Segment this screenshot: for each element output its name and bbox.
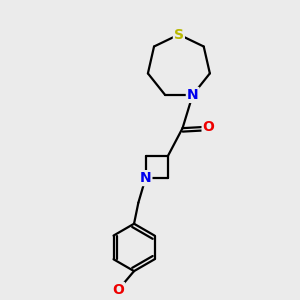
Text: N: N	[187, 88, 199, 102]
Text: O: O	[112, 283, 124, 297]
Text: S: S	[174, 28, 184, 41]
Text: O: O	[202, 120, 214, 134]
Text: N: N	[140, 171, 152, 185]
